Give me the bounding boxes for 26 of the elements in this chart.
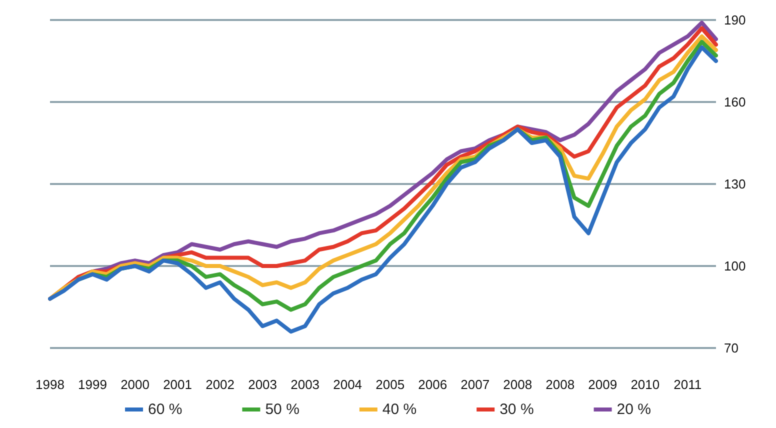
x-tick-label: 2006 [418,377,448,392]
legend-label: 50 % [265,401,300,418]
x-tick-label: 2008 [546,377,575,392]
legend-label: 60 % [148,401,182,418]
y-tick-label: 130 [724,176,746,192]
y-tick-label: 100 [724,258,746,274]
x-tick-label: 2009 [588,377,618,392]
x-tick-label: 2007 [460,377,490,392]
x-tick-label: 2004 [333,377,362,392]
y-tick-label: 190 [724,12,746,28]
x-tick-label: 2003 [290,377,320,392]
legend-label: 40 % [382,401,417,418]
y-tick-label: 70 [724,340,738,356]
x-tick-label: 2000 [120,377,150,392]
x-tick-label: 2001 [163,377,192,392]
x-tick-label: 2003 [248,377,278,392]
x-tick-label: 1998 [36,377,64,392]
legend-label: 30 % [500,401,534,418]
legend-label: 20 % [616,401,651,418]
y-tick-label: 160 [724,94,746,110]
x-tick-label: 2011 [674,377,702,392]
x-tick-label: 2005 [376,377,405,392]
x-tick-label: 1999 [78,377,107,392]
x-tick-label: 2010 [630,377,660,392]
x-tick-label: 2008 [503,377,532,392]
x-tick-label: 2002 [206,377,235,392]
